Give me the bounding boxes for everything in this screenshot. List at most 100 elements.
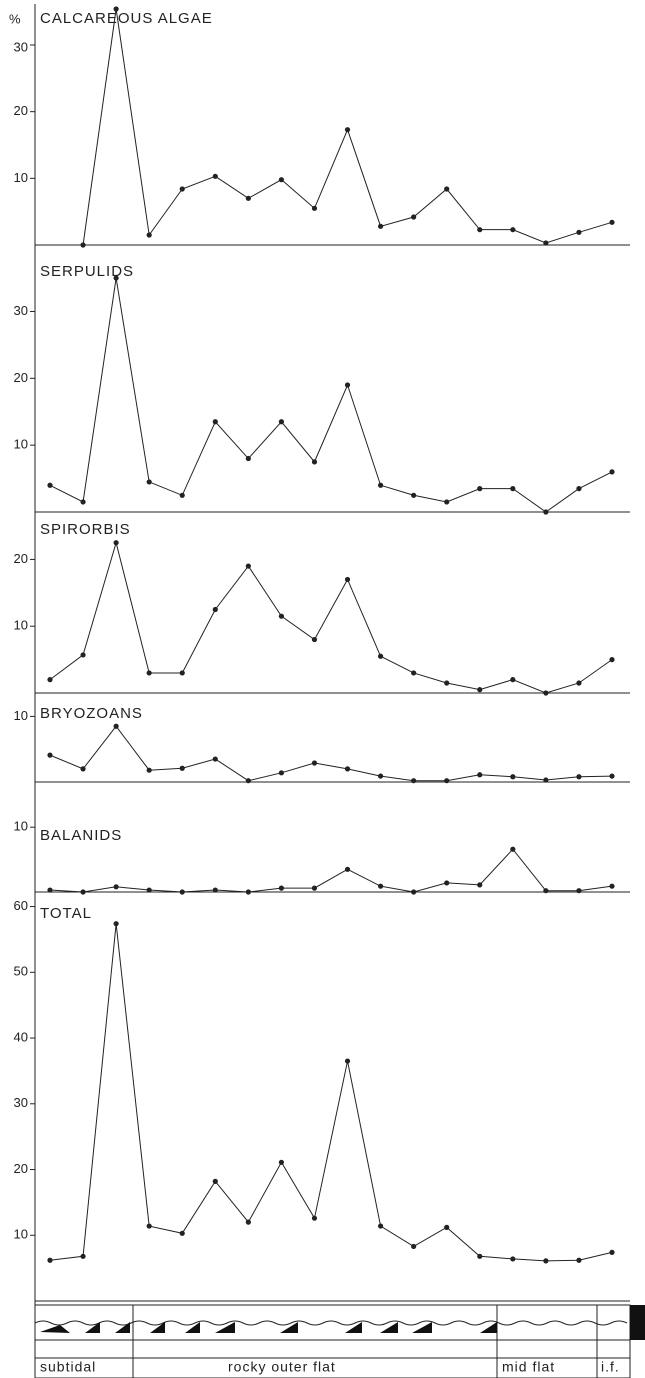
data-point <box>80 242 86 248</box>
zone-label: rocky outer flat <box>228 1359 336 1375</box>
y-tick-label: 10 <box>14 819 28 834</box>
data-point <box>245 1219 251 1225</box>
data-point <box>411 670 417 676</box>
data-point <box>179 889 185 895</box>
data-point <box>146 232 152 238</box>
data-point <box>609 883 615 889</box>
data-point <box>444 1224 450 1230</box>
data-point <box>179 670 185 676</box>
data-point <box>411 214 417 220</box>
data-point <box>47 887 53 893</box>
data-point <box>146 767 152 773</box>
data-point <box>311 459 318 465</box>
data-point <box>477 772 483 778</box>
data-point <box>311 760 318 766</box>
y-tick-label: 30 <box>14 39 28 54</box>
y-tick-label: 30 <box>14 303 28 318</box>
data-point <box>576 1257 582 1263</box>
panel-title: CALCAREOUS ALGAE <box>40 10 213 27</box>
y-axis-label: % <box>9 11 21 26</box>
data-point <box>411 492 417 498</box>
data-point <box>510 774 516 780</box>
panel-title: BALANIDS <box>40 827 122 844</box>
series-line <box>82 8 613 246</box>
data-point <box>113 6 119 12</box>
data-point <box>47 1257 53 1263</box>
data-point <box>411 889 417 895</box>
y-tick-label: 40 <box>14 1029 28 1044</box>
data-point <box>609 1249 615 1255</box>
data-point <box>179 186 185 192</box>
data-point <box>477 1253 483 1259</box>
data-point <box>477 227 483 233</box>
data-point <box>311 205 318 211</box>
data-point <box>377 773 384 779</box>
zone-frame <box>34 1304 631 1378</box>
y-tick-label: 30 <box>14 1095 28 1110</box>
data-point <box>510 846 516 852</box>
data-point <box>47 752 53 758</box>
series-line <box>49 848 613 893</box>
data-point <box>510 227 516 233</box>
data-point <box>477 882 483 888</box>
data-point <box>576 680 582 686</box>
data-point <box>278 885 285 891</box>
data-point <box>113 540 119 546</box>
series-line <box>49 725 613 782</box>
data-point <box>113 921 119 927</box>
data-point <box>245 778 251 784</box>
data-point <box>377 482 384 488</box>
water-line <box>34 1320 628 1326</box>
data-point <box>543 240 549 246</box>
data-point <box>444 778 450 784</box>
data-point <box>311 636 318 643</box>
y-tick-label: 10 <box>14 618 28 633</box>
data-point <box>576 486 582 492</box>
data-point <box>311 885 318 891</box>
y-tick-label: 10 <box>14 1227 28 1242</box>
panel-title: SERPULIDS <box>40 263 134 280</box>
data-point <box>179 765 185 771</box>
data-point <box>212 756 218 762</box>
zone-label: i.f. <box>601 1359 620 1375</box>
data-point <box>444 680 450 686</box>
data-point <box>344 576 351 583</box>
data-point <box>278 613 285 619</box>
data-point <box>344 766 351 772</box>
data-point <box>609 657 615 663</box>
data-point <box>411 1243 417 1250</box>
data-point <box>212 1178 218 1184</box>
data-point <box>543 509 549 515</box>
y-tick-label: 20 <box>14 370 28 385</box>
y-tick-label: 20 <box>14 103 28 118</box>
data-point <box>212 887 218 893</box>
data-point <box>146 670 152 676</box>
data-point <box>377 883 384 889</box>
data-point <box>344 866 351 872</box>
rock-icons <box>40 1322 497 1333</box>
y-tick-label: 50 <box>14 964 28 979</box>
data-point <box>344 127 351 133</box>
data-point <box>344 1058 351 1064</box>
data-point <box>543 690 549 696</box>
zone-strip: subtidal rocky outer flat mid flat i.f. <box>34 1304 645 1378</box>
data-point <box>113 275 119 281</box>
data-point <box>510 486 516 492</box>
y-tick-label: 10 <box>14 170 28 185</box>
zone-block <box>630 1305 645 1340</box>
zone-label: subtidal <box>40 1359 96 1375</box>
series-line <box>49 540 613 694</box>
data-point <box>245 889 251 895</box>
data-point <box>444 880 450 886</box>
data-point <box>444 499 450 505</box>
data-point <box>543 888 549 894</box>
data-point <box>245 455 251 462</box>
data-point <box>278 770 285 776</box>
data-point <box>212 173 218 179</box>
data-point <box>278 177 285 183</box>
panel-title: TOTAL <box>40 905 92 922</box>
data-point <box>212 419 218 425</box>
data-point <box>576 888 582 894</box>
data-point <box>576 774 582 780</box>
